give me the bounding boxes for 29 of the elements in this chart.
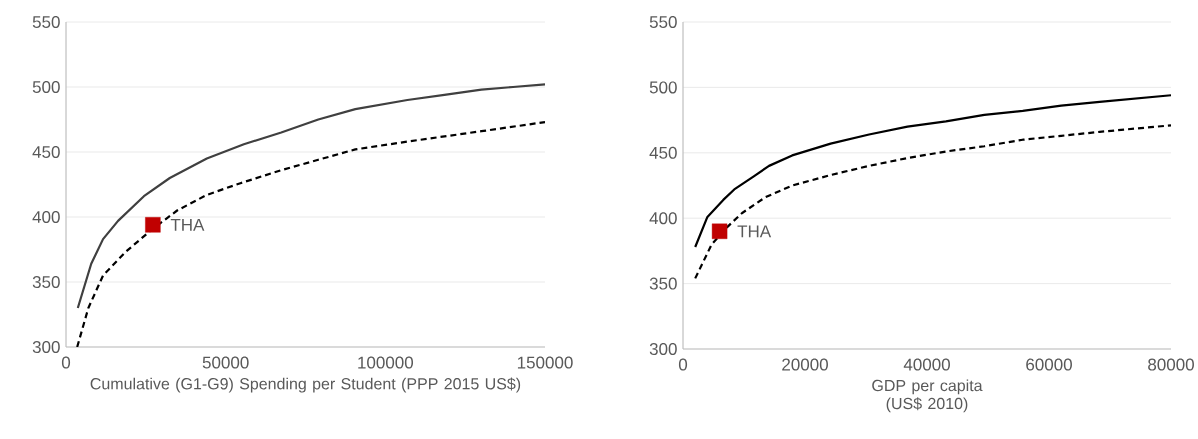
y-tick-label: 500 — [32, 80, 60, 94]
y-tick-label: 550 — [32, 15, 60, 29]
y-tick-label: 400 — [32, 210, 60, 224]
x-tick-label: 100000 — [358, 356, 414, 369]
y-tick-label: 300 — [649, 342, 677, 356]
x-tick-label: 80000 — [1148, 358, 1194, 371]
x-tick-label: 50000 — [202, 356, 249, 369]
line-series — [694, 94, 1172, 249]
y-tick-label: 450 — [32, 145, 60, 159]
x-axis-title: Cumulative (G1-G9) Spending per Student (PPP 2015 US$) — [90, 377, 521, 393]
x-axis-title: GDP per capita (US$ 2010) — [872, 379, 983, 413]
line-series — [694, 124, 1172, 280]
y-tick-label: 550 — [649, 15, 677, 29]
y-tick-label: 400 — [649, 212, 677, 225]
line-series — [76, 121, 546, 347]
x-tick-label: 0 — [61, 356, 71, 369]
y-tick-label: 450 — [649, 146, 677, 159]
y-tick-label: 350 — [649, 277, 677, 290]
series-label: THA — [737, 225, 772, 238]
line-series — [76, 83, 546, 310]
y-tick-label: 300 — [32, 340, 60, 354]
x-tick-label: 150000 — [517, 356, 573, 369]
y-tick-label: 350 — [32, 275, 60, 289]
series-label: THA — [170, 218, 205, 231]
x-tick-label: 60000 — [1026, 358, 1072, 371]
x-tick-label: 20000 — [782, 358, 828, 371]
x-tick-label: 0 — [678, 358, 688, 371]
x-tick-label: 40000 — [903, 358, 950, 371]
y-tick-label: 500 — [649, 81, 677, 94]
